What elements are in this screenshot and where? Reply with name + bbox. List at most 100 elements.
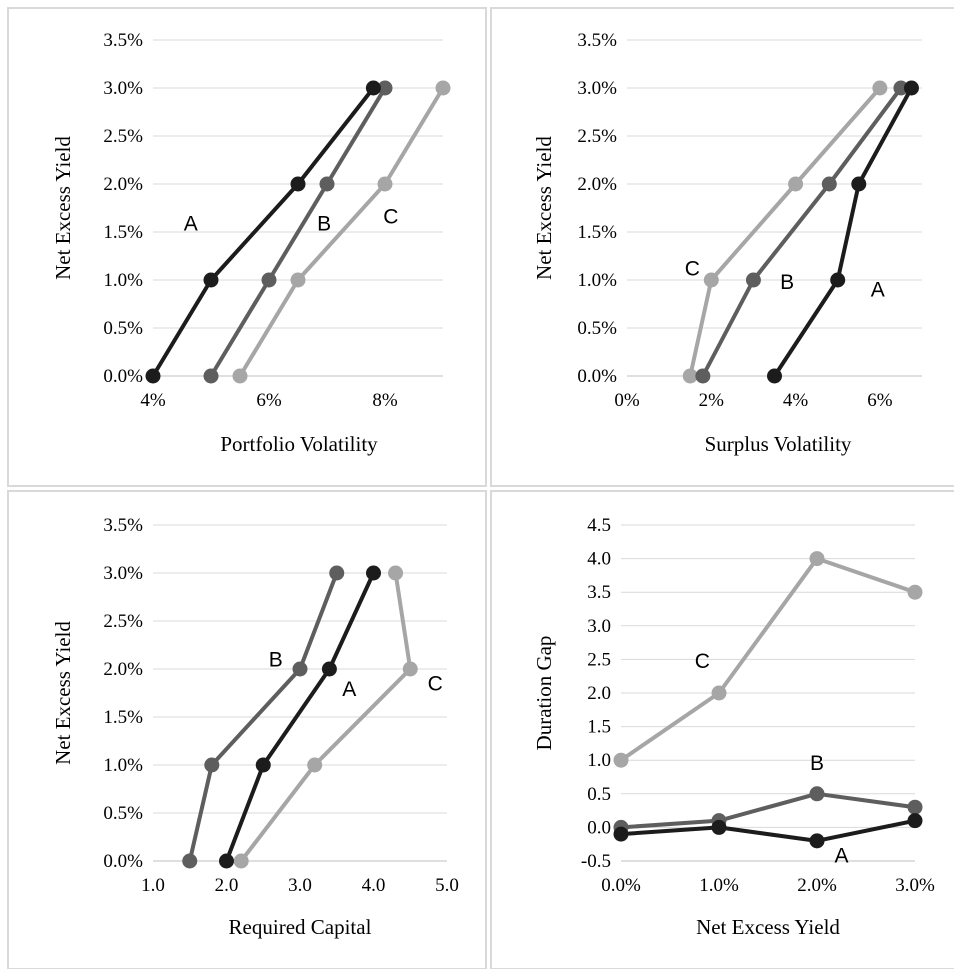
series-line-c xyxy=(619,556,916,762)
data-point-c xyxy=(872,80,888,96)
x-tick-label: 2.0 xyxy=(215,875,239,896)
data-point-c xyxy=(435,80,451,96)
series-line-b xyxy=(701,86,903,377)
data-point-b xyxy=(745,272,761,288)
y-tick-label: 3.0% xyxy=(577,78,617,99)
chart-portfolio-volatility: 0.0% 0.5% 1.0% 1.5% 2.0% 2.5% 3.0% 3.5% 4% 6% 8% Po… xyxy=(51,30,451,456)
y-tick-label: 1.5% xyxy=(103,707,143,728)
y-tick-label: 3.5% xyxy=(103,30,143,51)
y-tick-label: 1.5% xyxy=(103,222,143,243)
x-tick-label: 8% xyxy=(372,390,398,411)
y-tick-label: 3.0 xyxy=(587,616,611,637)
data-point-a xyxy=(321,661,337,677)
y-tick-label: 3.5% xyxy=(103,515,143,536)
x-tick-label: 1.0 xyxy=(141,875,165,896)
y-tick-label: 2.0% xyxy=(577,174,617,195)
panel-frame-required-capital xyxy=(7,490,487,969)
x-tick-label: 0% xyxy=(614,390,640,411)
data-point-a xyxy=(851,176,867,192)
data-point-a xyxy=(366,565,381,581)
chart-duration-gap: -0.5 0.0 0.5 1.0 1.5 2.0 2.5 3.0 3.5 4.0 4.5 0.0% 1.… xyxy=(532,515,935,939)
x-axis-title: Surplus Volatility xyxy=(705,432,852,456)
data-point-b xyxy=(182,853,198,869)
data-point-c xyxy=(788,176,804,192)
y-tick-label: 0.5% xyxy=(577,318,617,339)
data-point-b xyxy=(907,799,923,815)
data-point-a xyxy=(903,80,919,96)
series-label-c: C xyxy=(428,672,443,695)
data-point-c xyxy=(703,272,719,288)
y-tick-label: 3.5 xyxy=(587,582,611,603)
x-tick-label: 1.0% xyxy=(699,875,739,896)
y-tick-label: 1.0% xyxy=(103,755,143,776)
series-label-c: C xyxy=(383,206,398,229)
y-tick-label: 0.0 xyxy=(587,817,611,838)
data-point-a xyxy=(711,819,727,835)
series-line-c xyxy=(238,86,445,378)
data-point-b xyxy=(319,176,335,192)
x-tick-label: 0.0% xyxy=(601,875,641,896)
x-axis-title: Portfolio Volatility xyxy=(220,432,378,456)
x-axis-title: Net Excess Yield xyxy=(696,915,840,939)
series-line-a xyxy=(620,818,916,843)
data-point-b xyxy=(695,368,711,384)
x-tick-label: 4.0 xyxy=(362,875,386,896)
series-line-c xyxy=(688,86,882,377)
x-tick-label: 6% xyxy=(867,390,893,411)
y-tick-label: 1.5 xyxy=(587,717,611,738)
y-tick-label: 2.5% xyxy=(577,126,617,147)
y-tick-label: 3.5% xyxy=(577,30,617,51)
y-tick-label: 1.5% xyxy=(577,222,617,243)
data-point-b xyxy=(377,80,393,96)
y-tick-label: 0.0% xyxy=(103,851,143,872)
series-label-a: A xyxy=(342,678,356,701)
x-tick-label: 6% xyxy=(256,390,282,411)
data-point-c xyxy=(307,757,323,773)
series-label-c: C xyxy=(685,258,700,281)
data-point-b xyxy=(809,786,825,802)
y-tick-label: 0.5 xyxy=(587,784,611,805)
data-point-b xyxy=(893,80,909,96)
data-point-a xyxy=(809,833,825,849)
y-tick-label: -0.5 xyxy=(581,851,611,872)
data-point-c xyxy=(613,752,629,768)
charts-layer: 0.0% 0.5% 1.0% 1.5% 2.0% 2.5% 3.0% 3.5% 4% 6% 8% Po… xyxy=(51,30,935,939)
data-point-a xyxy=(365,80,381,96)
data-point-b xyxy=(261,272,277,288)
y-tick-label: 1.0% xyxy=(103,270,143,291)
panel-frame-portfolio-volatility xyxy=(7,7,487,487)
series-label-c: C xyxy=(695,650,710,673)
series-label-a: A xyxy=(834,844,848,867)
series-label-a: A xyxy=(184,212,198,235)
data-point-a xyxy=(613,826,629,842)
series-line-b xyxy=(187,572,339,862)
data-point-b xyxy=(204,757,220,773)
y-axis-title: Net Excess Yield xyxy=(51,621,75,765)
data-point-c xyxy=(682,368,698,384)
data-point-c xyxy=(711,685,727,701)
series-line-b xyxy=(209,86,387,378)
x-tick-label: 3.0% xyxy=(895,875,935,896)
y-tick-label: 1.0% xyxy=(577,270,617,291)
y-tick-label: 2.0 xyxy=(587,683,611,704)
y-axis-title: Net Excess Yield xyxy=(51,136,75,280)
y-axis-title: Duration Gap xyxy=(532,636,556,751)
y-tick-label: 0.0% xyxy=(577,366,617,387)
y-tick-label: 1.0 xyxy=(587,750,611,771)
data-point-c xyxy=(290,272,306,288)
data-point-a xyxy=(203,272,219,288)
y-tick-label: 0.5% xyxy=(103,803,143,824)
data-point-c xyxy=(907,584,923,600)
series-line-b xyxy=(620,791,916,830)
series-label-b: B xyxy=(810,752,824,775)
data-point-c xyxy=(232,368,248,384)
x-tick-label: 4% xyxy=(783,390,809,411)
series-line-a xyxy=(224,572,376,862)
y-tick-label: 3.0% xyxy=(103,78,143,99)
panel-frame-duration-gap xyxy=(490,490,954,969)
chart-surplus-volatility: 0.0% 0.5% 1.0% 1.5% 2.0% 2.5% 3.0% 3.5% 0% 2% 4% 6%… xyxy=(532,30,922,456)
data-point-b xyxy=(203,368,219,384)
data-point-c xyxy=(809,551,825,567)
y-tick-label: 4.5 xyxy=(587,515,611,536)
